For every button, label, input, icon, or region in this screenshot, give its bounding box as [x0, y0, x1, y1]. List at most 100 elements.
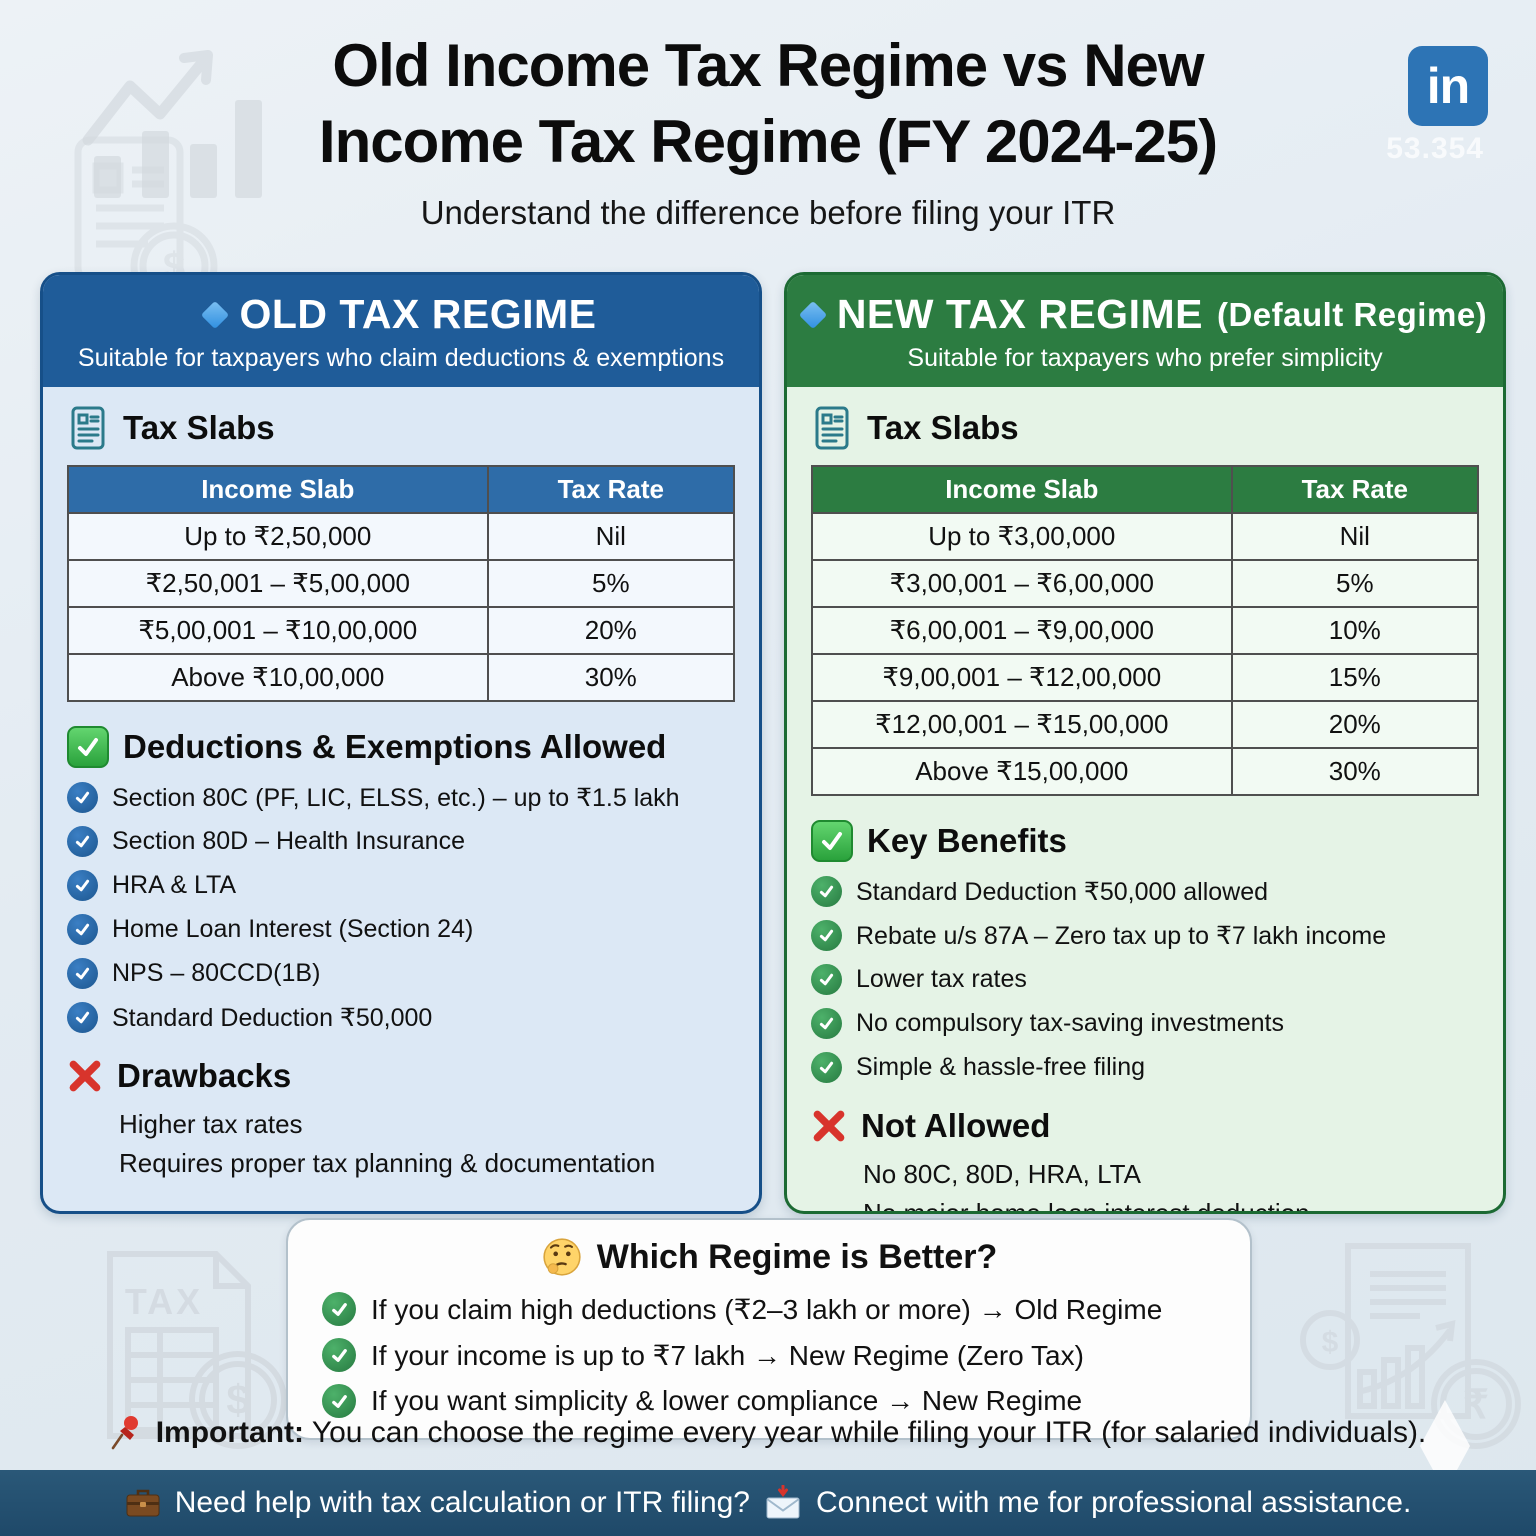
check-circle-icon — [67, 914, 98, 945]
not-allowed-line: No major home loan interest deduction — [863, 1198, 1310, 1214]
not-allowed-line: No 80C, 80D, HRA, LTA — [863, 1159, 1141, 1189]
table-row: Above ₹10,00,000 30% — [67, 653, 736, 702]
cross-icon — [69, 1060, 101, 1092]
tax-rate-cell: 20% — [486, 606, 736, 655]
list-item-label: Standard Deduction ₹50,000 — [112, 1003, 433, 1032]
list-item: Rebate u/s 87A – Zero tax up to ₹7 lakh … — [811, 920, 1479, 951]
column-header-tax-rate: Tax Rate — [1230, 465, 1480, 514]
arrow-sparkle-decoration — [1420, 1400, 1470, 1492]
list-item: Standard Deduction ₹50,000 allowed — [811, 876, 1479, 907]
old-tax-slab-table: Income Slab Tax Rate Up to ₹2,50,000 Nil… — [67, 465, 736, 702]
list-item: Section 80D – Health Insurance — [67, 826, 735, 857]
table-row: Above ₹15,00,000 30% — [811, 747, 1480, 796]
check-circle-icon — [67, 958, 98, 989]
list-item-label: Rebate u/s 87A – Zero tax up to ₹7 lakh … — [856, 921, 1387, 950]
not-allowed-heading: Not Allowed — [861, 1107, 1051, 1144]
column-header-income-slab: Income Slab — [67, 465, 489, 514]
drawbacks-heading: Drawbacks — [117, 1057, 292, 1094]
table-row: ₹5,00,001 – ₹10,00,000 20% — [67, 606, 736, 655]
briefcase-icon — [126, 1489, 160, 1517]
table-row: Up to ₹3,00,000 Nil — [811, 512, 1480, 561]
check-circle-icon — [811, 1052, 842, 1083]
list-item-label: Section 80D – Health Insurance — [112, 827, 465, 855]
check-square-icon — [67, 726, 109, 768]
list-item-label: If you want simplicity & lower complianc… — [371, 1385, 1083, 1416]
diamond-icon — [201, 300, 230, 329]
check-circle-icon — [811, 876, 842, 907]
list-item-label: Section 80C (PF, LIC, ELSS, etc.) – up t… — [112, 783, 680, 812]
list-item-label: NPS – 80CCD(1B) — [112, 959, 321, 987]
new-regime-subtitle: Suitable for taxpayers who prefer simpli… — [907, 344, 1383, 372]
new-regime-title-suffix: (Default Regime) — [1216, 295, 1488, 333]
check-circle-icon — [322, 1292, 356, 1326]
list-item: If you claim high deductions (₹2–3 lakh … — [322, 1292, 1216, 1326]
tax-label: TAX — [125, 1281, 203, 1322]
list-item: NPS – 80CCD(1B) — [67, 958, 735, 989]
income-slab-cell: Above ₹10,00,000 — [67, 653, 489, 702]
income-slab-cell: ₹5,00,001 – ₹10,00,000 — [67, 606, 489, 655]
check-circle-icon — [67, 1002, 98, 1033]
diamond-icon — [798, 300, 827, 329]
list-item-label: Home Loan Interest (Section 24) — [112, 915, 474, 943]
background-watermark: 53.354 — [1386, 132, 1484, 165]
list-item: HRA & LTA — [67, 870, 735, 901]
old-regime-header: OLD TAX REGIME Suitable for taxpayers wh… — [43, 275, 759, 387]
tax-rate-cell: Nil — [1230, 512, 1480, 561]
income-slab-cell: Above ₹15,00,000 — [811, 747, 1233, 796]
list-item: If your income is up to ₹7 lakh → New Re… — [322, 1338, 1216, 1372]
title-line-2: Income Tax Regime (FY 2024-25) — [318, 108, 1218, 176]
list-item: Home Loan Interest (Section 24) — [67, 914, 735, 945]
list-item-label: No compulsory tax-saving investments — [856, 1009, 1284, 1037]
new-tax-slabs-heading: Tax Slabs — [867, 409, 1019, 446]
check-circle-icon — [811, 1008, 842, 1039]
check-circle-icon — [322, 1338, 356, 1372]
drawback-line: Higher tax rates — [119, 1109, 303, 1139]
title-line-1: Old Income Tax Regime vs New — [332, 32, 1204, 99]
not-allowed-list: No 80C, 80D, HRA, LTA No major home loan… — [863, 1155, 1479, 1214]
drawback-line: Requires proper tax planning & documenta… — [119, 1148, 656, 1178]
table-row: ₹9,00,001 – ₹12,00,000 15% — [811, 653, 1480, 702]
receipt-icon — [71, 406, 105, 450]
column-header-tax-rate: Tax Rate — [486, 465, 736, 514]
deductions-list: Section 80C (PF, LIC, ELSS, etc.) – up t… — [67, 782, 735, 1033]
list-item-label: Lower tax rates — [856, 965, 1027, 993]
list-item: Simple & hassle-free filing — [811, 1052, 1479, 1083]
check-circle-icon — [67, 826, 98, 857]
drawbacks-list: Higher tax rates Requires proper tax pla… — [119, 1105, 735, 1183]
income-slab-cell: ₹3,00,001 – ₹6,00,000 — [811, 559, 1233, 608]
tax-rate-cell: 5% — [1230, 559, 1480, 608]
footer-bar: Need help with tax calculation or ITR fi… — [0, 1470, 1536, 1536]
income-slab-cell: ₹9,00,001 – ₹12,00,000 — [811, 653, 1233, 702]
check-square-icon — [811, 820, 853, 862]
column-header-income-slab: Income Slab — [811, 465, 1233, 514]
list-item-label: If your income is up to ₹7 lakh → New Re… — [371, 1339, 1084, 1371]
page-title: Old Income Tax Regime vs New Income Tax … — [0, 28, 1536, 180]
table-row: ₹12,00,001 – ₹15,00,000 20% — [811, 700, 1480, 749]
list-item: Standard Deduction ₹50,000 — [67, 1002, 735, 1033]
important-text: You can choose the regime every year whi… — [311, 1416, 1427, 1449]
list-item-label: If you claim high deductions (₹2–3 lakh … — [371, 1293, 1163, 1325]
tax-rate-cell: 10% — [1230, 606, 1480, 655]
tax-rate-cell: 30% — [1230, 747, 1480, 796]
footer-text-1: Need help with tax calculation or ITR fi… — [174, 1486, 750, 1519]
footer-text-2: Connect with me for professional assista… — [816, 1486, 1412, 1519]
old-regime-title: OLD TAX REGIME — [239, 291, 597, 337]
which-regime-heading: Which Regime is Better? — [596, 1237, 998, 1276]
thinking-face-icon — [543, 1238, 581, 1276]
check-circle-icon — [811, 920, 842, 951]
old-tax-slabs-heading: Tax Slabs — [123, 409, 275, 446]
list-item: No compulsory tax-saving investments — [811, 1008, 1479, 1039]
check-circle-icon — [322, 1384, 356, 1418]
which-regime-box: Which Regime is Better? If you claim hig… — [286, 1218, 1252, 1440]
incoming-envelope-icon — [766, 1485, 800, 1519]
receipt-icon — [815, 406, 849, 450]
table-row: Up to ₹2,50,000 Nil — [67, 512, 736, 561]
new-tax-slab-table: Income Slab Tax Rate Up to ₹3,00,000 Nil… — [811, 465, 1480, 796]
new-regime-header: NEW TAX REGIME (Default Regime) Suitable… — [787, 275, 1503, 387]
old-regime-panel: OLD TAX REGIME Suitable for taxpayers wh… — [40, 272, 762, 1214]
income-slab-cell: Up to ₹3,00,000 — [811, 512, 1233, 561]
linkedin-icon[interactable]: in — [1408, 46, 1488, 126]
benefits-heading: Key Benefits — [867, 822, 1067, 859]
which-regime-list: If you claim high deductions (₹2–3 lakh … — [322, 1292, 1216, 1418]
list-item: If you want simplicity & lower complianc… — [322, 1384, 1216, 1418]
